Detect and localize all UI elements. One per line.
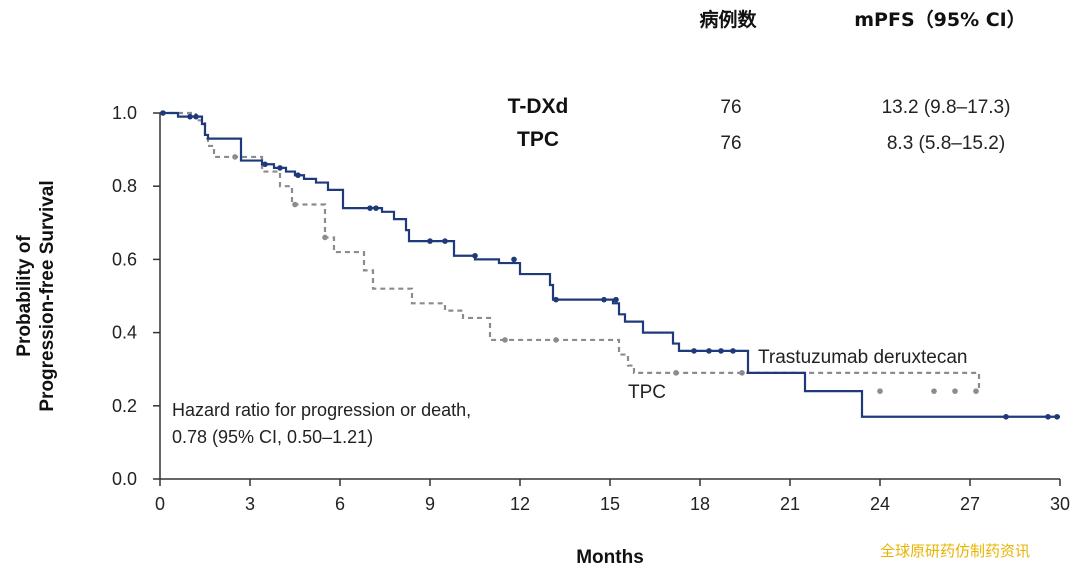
- x-ticks: 0 3 6 9 12 15 18 21 24 27 30: [155, 479, 1070, 514]
- x-tick-label: 6: [335, 494, 345, 514]
- x-tick-label: 24: [870, 494, 890, 514]
- censor-mark-tdxd: [613, 296, 619, 303]
- x-tick-label: 3: [245, 494, 255, 514]
- censor-mark-tdxd: [193, 113, 199, 120]
- censor-mark-tdxd: [262, 161, 268, 168]
- censor-mark-tdxd: [427, 238, 433, 244]
- x-tick-label: 12: [510, 494, 530, 514]
- table-header-cases: 病例数: [699, 8, 757, 31]
- y-axis-title: Probability of Progression-free Survival: [14, 180, 58, 411]
- censor-mark-tdxd: [691, 348, 697, 354]
- censor-mark-tpc: [553, 337, 559, 343]
- censor-mark-tpc: [232, 154, 238, 160]
- y-axis-title-line-2: Progression-free Survival: [37, 180, 58, 411]
- censor-mark-tdxd: [1045, 413, 1051, 420]
- series-line-tdxd: [160, 111, 1060, 418]
- x-tick-label: 21: [780, 494, 800, 514]
- watermark-text: 全球原研药仿制药资讯: [880, 542, 1031, 560]
- censor-mark-tdxd: [277, 165, 283, 171]
- hazard-ratio-line-2: 0.78 (95% CI, 0.50–1.21): [172, 427, 373, 447]
- y-tick-label: 1.0: [112, 103, 137, 123]
- series-label-tpc: TPC: [628, 382, 666, 403]
- y-tick-label: 0.0: [112, 469, 137, 489]
- hazard-ratio-line-1: Hazard ratio for progression or death,: [172, 400, 471, 420]
- censor-mark-tpc: [739, 370, 745, 376]
- series-layer: [160, 110, 1060, 420]
- table-row-tpc-name: TPC: [517, 128, 559, 151]
- x-tick-label: 30: [1050, 494, 1070, 514]
- censor-mark-tdxd: [511, 256, 517, 263]
- censor-mark-tpc: [952, 388, 958, 394]
- censor-mark-tdxd: [718, 348, 724, 354]
- censor-mark-tdxd: [442, 238, 448, 244]
- table-row-tdxd-mpfs: 13.2 (9.8–17.3): [882, 97, 1011, 118]
- y-tick-label: 0.6: [112, 249, 137, 269]
- censor-mark-tpc: [673, 370, 679, 376]
- table-header-mpfs: mPFS（95% CI）: [854, 8, 1026, 31]
- table-row-tdxd-n: 76: [720, 97, 741, 118]
- y-axis-title-line-1: Probability of: [14, 235, 35, 357]
- table-row-tpc-mpfs: 8.3 (5.8–15.2): [887, 133, 1005, 154]
- y-tick-label: 0.2: [112, 396, 137, 416]
- censor-mark-tdxd: [367, 205, 373, 211]
- censor-mark-tdxd: [187, 113, 193, 120]
- censor-mark-tpc: [292, 201, 298, 208]
- censor-mark-tdxd: [1054, 413, 1060, 420]
- series-line-tpc: [160, 111, 981, 392]
- censor-mark-tpc: [877, 388, 883, 394]
- censor-mark-tdxd: [601, 296, 607, 303]
- x-axis-title: Months: [576, 547, 644, 568]
- censor-mark-tpc: [502, 337, 508, 343]
- x-tick-label: 27: [960, 494, 980, 514]
- censor-mark-tdxd: [706, 348, 712, 354]
- y-tick-label: 0.8: [112, 176, 137, 196]
- censor-mark-tpc: [973, 388, 979, 394]
- censor-mark-tdxd: [730, 348, 736, 354]
- x-tick-label: 0: [155, 494, 165, 514]
- censor-mark-tpc: [322, 234, 328, 241]
- censor-mark-tpc: [931, 388, 937, 394]
- series-label-tdxd: Trastuzumab deruxtecan: [758, 347, 967, 368]
- table-row-tpc-n: 76: [720, 133, 741, 154]
- censor-mark-tdxd: [553, 296, 559, 303]
- censor-mark-tdxd: [160, 110, 166, 116]
- x-tick-label: 15: [600, 494, 620, 514]
- x-tick-label: 9: [425, 494, 435, 514]
- table-row-tdxd-name: T-DXd: [508, 95, 569, 118]
- censor-mark-tdxd: [373, 205, 379, 211]
- censor-mark-tdxd: [295, 172, 301, 179]
- censor-mark-tdxd: [1003, 413, 1009, 420]
- censor-mark-tdxd: [472, 252, 478, 259]
- x-tick-label: 18: [690, 494, 710, 514]
- y-ticks: 0.0 0.2 0.4 0.6 0.8 1.0: [112, 103, 160, 489]
- y-tick-label: 0.4: [112, 323, 137, 343]
